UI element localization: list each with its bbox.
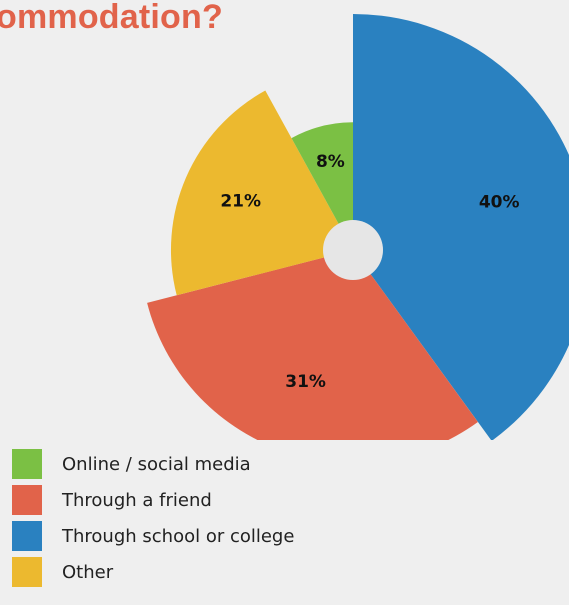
center-hole <box>323 220 383 280</box>
legend-item-online-social-media: Online / social media <box>12 446 294 482</box>
slice-value-label: 21% <box>220 191 261 211</box>
pie-slice-online-social-media <box>291 122 353 250</box>
legend-item-other: Other <box>12 554 294 590</box>
legend-swatch <box>12 521 42 551</box>
legend-label: Online / social media <box>62 453 251 475</box>
legend-swatch <box>12 557 42 587</box>
pie-slice-other <box>170 90 353 296</box>
legend-swatch <box>12 449 42 479</box>
legend-label: Through a friend <box>62 489 212 511</box>
legend-item-through-school-or-college: Through school or college <box>12 518 294 554</box>
pie-slice-through-school-or-college <box>353 14 569 440</box>
chart-title: ommodation? <box>0 0 223 36</box>
legend: Online / social media Through a friend T… <box>12 446 294 590</box>
legend-label: Other <box>62 561 114 583</box>
legend-label: Through school or college <box>62 525 295 547</box>
slice-value-label: 31% <box>285 372 326 392</box>
slice-value-label: 8% <box>316 152 345 172</box>
pie-chart: 40% 31% 21% 8% <box>147 14 569 440</box>
pie-slice-through-a-friend <box>147 250 478 440</box>
legend-item-through-a-friend: Through a friend <box>12 482 294 518</box>
legend-swatch <box>12 485 42 515</box>
slice-value-label: 40% <box>479 193 520 213</box>
